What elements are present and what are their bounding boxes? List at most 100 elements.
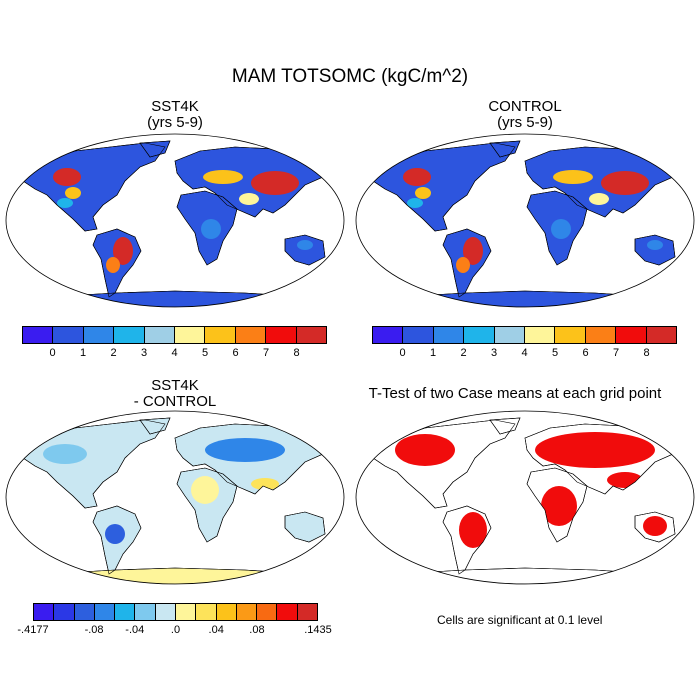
- colorbar-swatch: [115, 604, 136, 620]
- colorbar-tick-label: -.4177: [17, 624, 49, 636]
- colorbar-swatch: [266, 327, 297, 343]
- colorbar-tick-label: 8: [293, 347, 300, 359]
- colorbar-tick-label: 1: [79, 347, 87, 359]
- value-region: [407, 198, 423, 208]
- value-region: [607, 472, 643, 488]
- coastline-greenland: [139, 140, 171, 158]
- colorbar-swatch: [373, 327, 404, 343]
- panel-title-diff: SST4K - CONTROL: [133, 377, 217, 410]
- value-region: [201, 219, 221, 239]
- value-region: [43, 444, 87, 464]
- colorbar-swatch: [155, 604, 176, 620]
- colorbar-swatch: [83, 327, 115, 343]
- colorbar-diff: [33, 603, 318, 621]
- colorbar-tick-label: -.08: [84, 624, 104, 636]
- colorbar-tick-label: 7: [262, 347, 270, 359]
- coastline-africa: [176, 467, 238, 543]
- colorbar-tick-label: 3: [490, 347, 498, 359]
- significance-note: Cells are significant at 0.1 level: [437, 613, 603, 627]
- coastline-africa: [526, 467, 588, 543]
- value-region: [541, 486, 577, 526]
- colorbar-swatch: [175, 604, 197, 620]
- colorbar-sst4k-ticks: 0 1 2 3 4 5 6 7 8: [22, 347, 327, 361]
- value-region: [191, 476, 219, 504]
- colorbar-swatch: [94, 604, 116, 620]
- colorbar-swatch: [646, 327, 677, 343]
- landmass-namerica: [372, 419, 516, 509]
- map-border: [5, 410, 345, 585]
- colorbar-tick-label: 2: [110, 347, 117, 359]
- colorbar-swatch: [23, 327, 54, 343]
- value-region: [203, 170, 243, 184]
- map-border: [5, 133, 345, 308]
- landmass-namerica: [22, 419, 166, 509]
- value-region: [251, 478, 279, 490]
- value-region: [53, 168, 81, 186]
- coastline-greenland: [139, 417, 171, 435]
- value-region: [403, 168, 431, 186]
- value-region: [601, 171, 649, 195]
- coastline-namerica: [22, 142, 166, 232]
- colorbar-tick-label: 4: [171, 347, 178, 359]
- value-region: [643, 516, 667, 536]
- colorbar-swatch: [216, 604, 237, 620]
- value-region: [395, 434, 455, 466]
- coastline-samerica: [442, 228, 492, 298]
- panel-title-ttest: T-Test of two Case means at each grid po…: [368, 385, 662, 402]
- colorbar-swatch: [236, 604, 258, 620]
- colorbar-swatch: [54, 604, 75, 620]
- colorbar-swatch: [525, 327, 556, 343]
- colorbar-tick-label: 4: [521, 347, 528, 359]
- value-region: [459, 512, 487, 548]
- figure-title: MAM TOTSOMC (kgC/m^2): [231, 66, 469, 87]
- landmass-namerica: [22, 142, 166, 232]
- value-region: [105, 524, 125, 544]
- value-region: [589, 193, 609, 205]
- colorbar-tick-label: -.04: [125, 624, 145, 636]
- coastline-samerica: [92, 505, 142, 575]
- coastline-africa: [176, 190, 238, 266]
- value-region: [297, 240, 313, 250]
- map-control: [355, 133, 695, 308]
- map-diff: [5, 410, 345, 585]
- colorbar-swatch: [494, 327, 526, 343]
- value-region: [535, 432, 655, 468]
- colorbar-swatch: [433, 327, 465, 343]
- colorbar-swatch: [257, 604, 278, 620]
- value-region: [295, 520, 315, 532]
- colorbar-tick-label: 2: [460, 347, 467, 359]
- coastline-australia: [284, 234, 326, 266]
- colorbar-swatch: [114, 327, 145, 343]
- coastline-namerica: [372, 419, 516, 509]
- colorbar-swatch: [585, 327, 617, 343]
- coastline-namerica: [22, 419, 166, 509]
- value-region: [65, 187, 81, 199]
- colorbar-swatch: [464, 327, 495, 343]
- value-region: [551, 219, 571, 239]
- value-region: [647, 240, 663, 250]
- colorbar-swatch: [53, 327, 84, 343]
- value-region: [463, 237, 483, 265]
- coastline-australia: [634, 511, 676, 543]
- colorbar-swatch: [296, 327, 327, 343]
- colorbar-control-ticks: 0 1 2 3 4 5 6 7 8: [372, 347, 677, 361]
- value-region: [75, 572, 275, 584]
- colorbar-swatch: [205, 327, 236, 343]
- value-region: [282, 205, 300, 217]
- colorbar-swatch: [196, 604, 217, 620]
- colorbar-tick-label: 7: [612, 347, 620, 359]
- colorbar-tick-label: 0: [399, 347, 406, 359]
- colorbar-swatch: [616, 327, 647, 343]
- value-region: [57, 198, 73, 208]
- colorbar-swatch: [297, 604, 317, 620]
- colorbar-swatch: [74, 604, 95, 620]
- colorbar-swatch: [555, 327, 586, 343]
- panel-title-sst4k: SST4K (yrs 5-9): [147, 98, 203, 131]
- coastline-australia: [284, 511, 326, 543]
- value-region: [415, 187, 431, 199]
- map-border: [355, 410, 695, 585]
- coastline-greenland: [489, 140, 521, 158]
- coastline-australia: [634, 234, 676, 266]
- colorbar-tick-label: 0: [49, 347, 56, 359]
- map-border: [355, 133, 695, 308]
